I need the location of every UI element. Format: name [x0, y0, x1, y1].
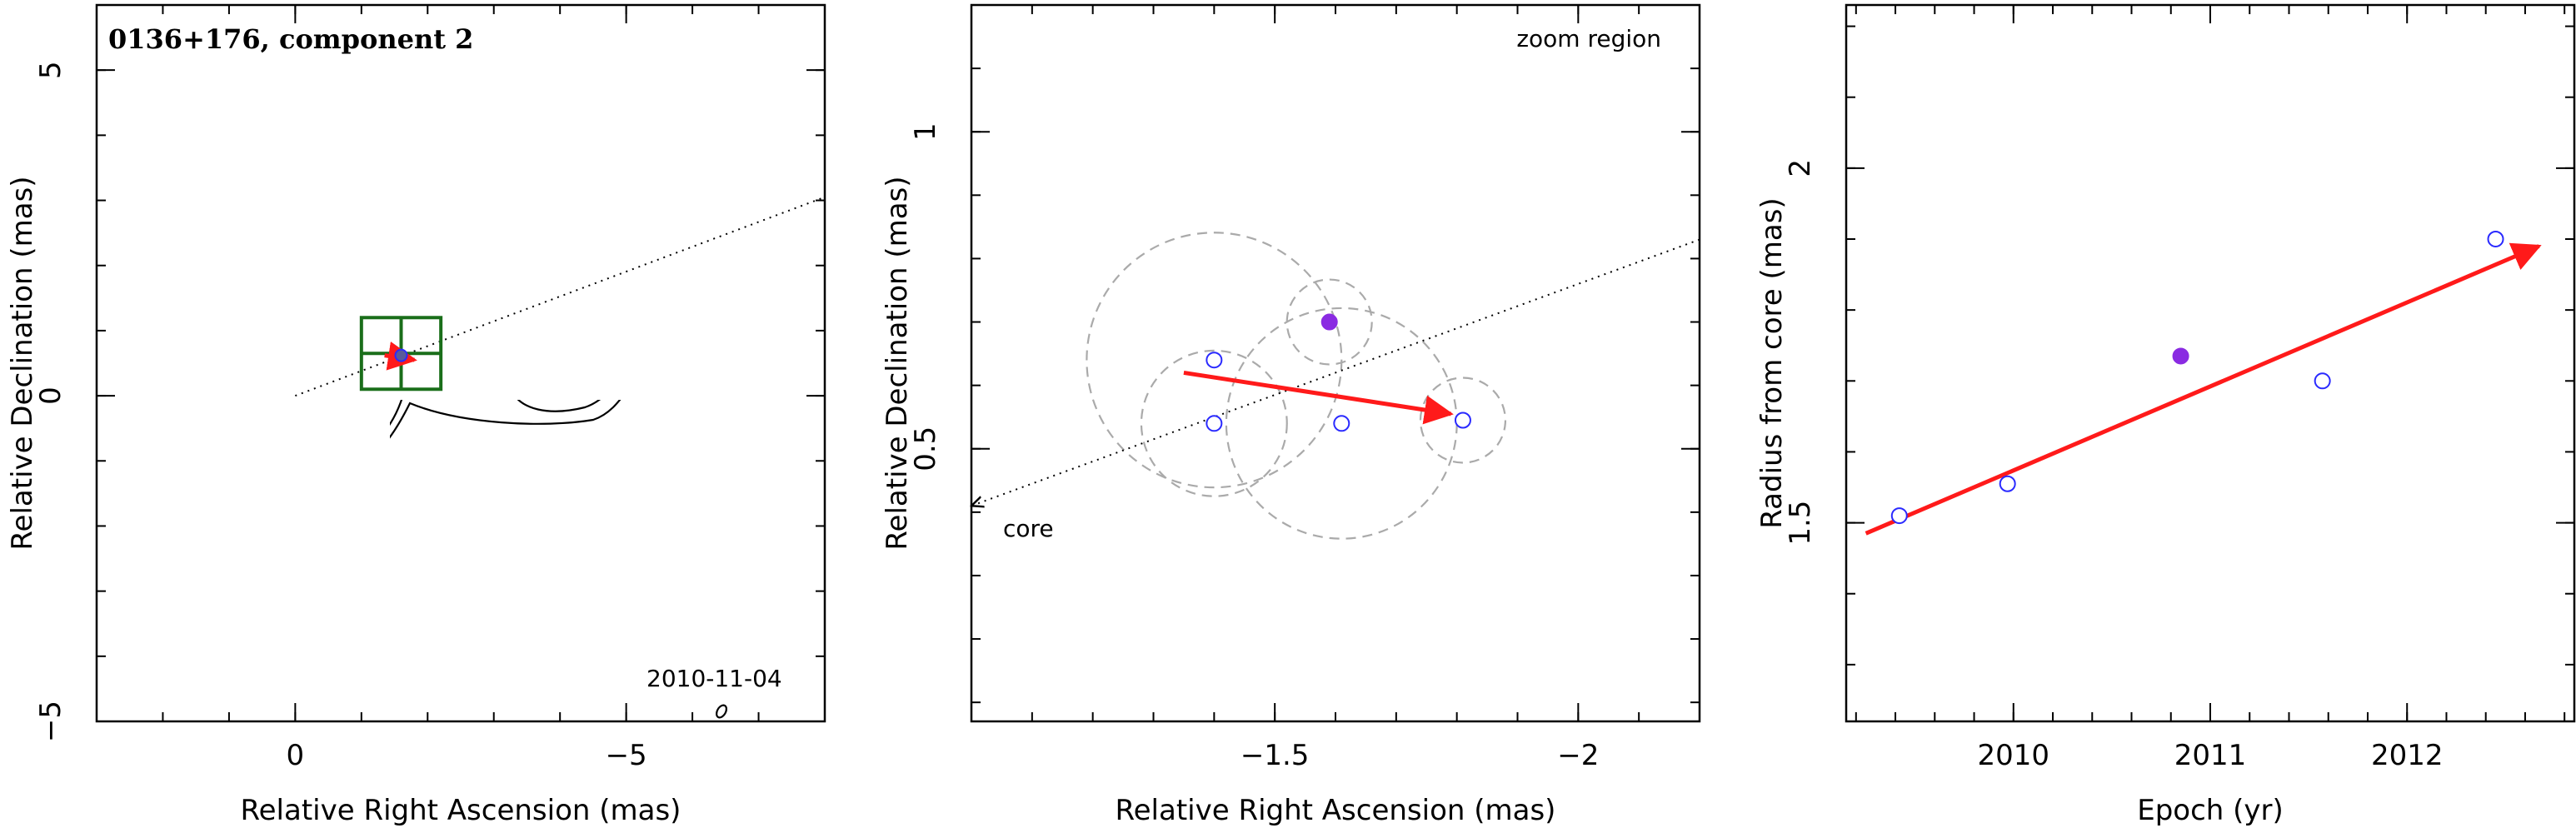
panel-2-xlabel: Relative Right Ascension (mas) [1116, 794, 1556, 827]
open-radius-marker [2314, 372, 2331, 390]
y-tick-label: −5 [34, 701, 67, 742]
panel-1-ticks [96, 4, 826, 722]
x-tick-label: 2012 [2371, 739, 2444, 772]
panel-3-ticks [1846, 5, 2574, 721]
panel-3-tick-labels: 2010 2011 2012 1.5 2 [1784, 159, 2443, 772]
contour-7 [278, 363, 337, 413]
y-tick-label: 0.5 [909, 426, 942, 471]
panel-3-ylabel: Radius from core (mas) [1755, 197, 1789, 528]
contour-3 [253, 322, 389, 443]
jet-direction-line [295, 196, 826, 397]
contour-outer [390, 400, 622, 439]
y-tick-label: 2 [1784, 159, 1817, 177]
y-tick-label: 1 [909, 122, 942, 141]
filled-radius-marker [2172, 347, 2189, 365]
panel-3-frame [1845, 3, 2576, 723]
open-position-marker [1206, 352, 1223, 369]
component-marker [394, 348, 408, 362]
panel-1-title: 0136+176, component 2 [108, 23, 473, 55]
panel-3-radius-vs-epoch: 2010 2011 2012 1.5 2 Epoch (yr) Radius from … [1755, 3, 2576, 827]
position-markers [1206, 313, 1471, 432]
open-radius-marker [1890, 507, 1908, 525]
x-tick-label: 2010 [1978, 739, 2050, 772]
contour-2 [390, 400, 403, 426]
panel-2-ylabel: Relative Declination (mas) [881, 176, 914, 550]
core-label: core [1003, 515, 1054, 542]
motion-arrow [1183, 370, 1454, 425]
contour-outer-jet [517, 400, 602, 412]
panel-1-frame [95, 3, 826, 723]
uncertainty-circles [1086, 232, 1507, 540]
contour-6 [272, 353, 349, 420]
contour-9 [290, 378, 310, 405]
panel-1-ylabel: Relative Declination (mas) [6, 176, 39, 550]
uncertainty-circle [1419, 377, 1507, 464]
contour-island-2 [716, 704, 727, 719]
panel-1-tick-labels: 0 −5 −5 0 5 [34, 61, 647, 772]
jet-direction-line [971, 238, 1700, 506]
uncertainty-circle [1086, 232, 1343, 489]
open-radius-marker [1999, 475, 2016, 492]
contour-island [696, 372, 707, 387]
panel-2-frame [970, 3, 1701, 723]
x-tick-label: 0 [287, 739, 305, 772]
open-radius-marker [2487, 230, 2504, 247]
contour-4 [260, 333, 375, 434]
panel-2-tick-labels: −1.5 −2 0.5 1 [909, 122, 1599, 772]
panel-1-xlabel: Relative Right Ascension (mas) [241, 794, 681, 827]
y-tick-label: 5 [34, 61, 67, 79]
panel-2-zoom-region: −1.5 −2 0.5 1 zoom region core Relative Rig… [881, 3, 1701, 827]
panel-1-contour-map: 0 −5 −5 0 5 0136+176, component 2 2010-11-04… [6, 3, 826, 827]
contour-5 [267, 343, 362, 426]
x-tick-label: −1.5 [1241, 739, 1310, 772]
radius-markers [1890, 230, 2504, 525]
zoom-region-label: zoom region [1516, 25, 1661, 52]
open-position-marker [1206, 415, 1223, 432]
x-tick-label: −2 [1557, 739, 1599, 772]
contour-8 [283, 373, 325, 408]
fit-line-arrow [1865, 242, 2542, 536]
y-tick-label: 0 [34, 387, 67, 405]
panel-3-xlabel: Epoch (yr) [2137, 794, 2284, 827]
open-position-marker [1333, 415, 1350, 432]
open-position-marker [1454, 412, 1471, 429]
panel-2-ticks [971, 4, 1700, 721]
intensity-contours [253, 322, 727, 719]
y-tick-label: 1.5 [1784, 501, 1817, 546]
uncertainty-circle [1140, 349, 1288, 497]
observation-date: 2010-11-04 [646, 665, 782, 692]
filled-position-marker [1320, 313, 1338, 331]
x-tick-label: 2011 [2174, 739, 2247, 772]
x-tick-label: −5 [606, 739, 647, 772]
